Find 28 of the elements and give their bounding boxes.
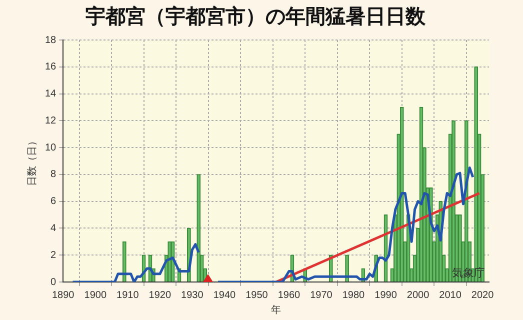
x-tick-label: 2010: [439, 290, 462, 301]
x-tick-label: 1910: [116, 290, 140, 301]
y-tick-label: 4: [50, 222, 57, 234]
x-tick-label: 1890: [52, 290, 75, 301]
y-tick-label: 0: [50, 276, 57, 288]
x-tick-label: 1930: [181, 290, 204, 301]
y-tick-label: 2: [50, 250, 57, 261]
y-axis-title: 日数（日）: [26, 136, 38, 186]
x-tick-label: 1950: [246, 290, 268, 301]
x-tick-label: 2020: [471, 290, 494, 301]
y-tick-label: 14: [45, 88, 57, 100]
x-axis-title: 年: [271, 304, 282, 316]
y-tick-label: 18: [45, 34, 57, 46]
x-tick-label: 1940: [213, 290, 236, 301]
x-tick-label: 2000: [406, 290, 430, 301]
x-tick-label: 1960: [278, 290, 301, 301]
y-tick-label: 6: [50, 196, 57, 208]
x-tick-label: 1990: [374, 290, 398, 301]
x-tick-label: 1920: [148, 290, 172, 301]
y-tick-label: 12: [45, 115, 57, 126]
y-tick-label: 16: [45, 62, 57, 73]
y-tick-label: 8: [50, 169, 57, 180]
chart-title: 宇都宮（宇都宮市）の年間猛暑日日数: [86, 4, 426, 28]
annotation: 気象庁: [452, 266, 485, 280]
x-tick-label: 1900: [84, 290, 107, 301]
x-tick-label: 1970: [310, 290, 333, 301]
y-tick-label: 10: [45, 142, 57, 154]
x-tick-label: 1980: [342, 290, 366, 301]
